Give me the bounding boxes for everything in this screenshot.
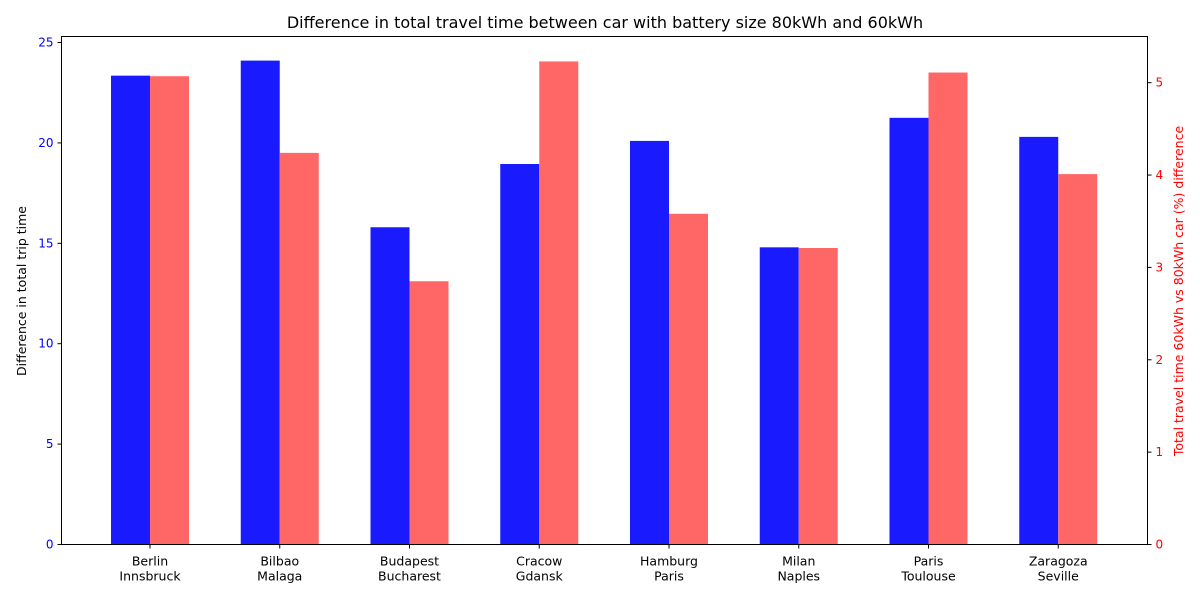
x-tick-label-0: Berlin Innsbruck [119, 554, 181, 584]
bar-right-7 [1058, 174, 1098, 545]
x-tick-label-3: Cracow Gdansk [516, 554, 564, 584]
bar-left-6 [889, 117, 929, 545]
left-tick-label-2: 10 [38, 337, 53, 351]
x-axis-ticks: Berlin Innsbruck Bilbao Malaga Budapest Bucha… [119, 544, 1088, 584]
bar-left-5 [759, 247, 799, 545]
bar-right-1 [279, 152, 319, 545]
x-tick-label-7: Zaragoza Seville [1029, 554, 1088, 584]
x-tick-label-5: Milan Naples [777, 554, 820, 584]
bar-right-6 [928, 72, 968, 545]
bar-left-0 [111, 75, 150, 545]
right-tick-label-4: 4 [1156, 168, 1164, 182]
x-tick-label-6: Paris Toulouse [900, 554, 956, 584]
x-tick-label-2: Budapest Bucharest [378, 554, 441, 584]
bar-right-4 [669, 213, 708, 545]
right-tick-label-0: 0 [1156, 538, 1164, 552]
right-tick-label-2: 2 [1156, 353, 1164, 367]
bar-right-3 [539, 61, 579, 545]
series-right-bars [150, 61, 1098, 545]
right-tick-label-5: 5 [1156, 76, 1164, 90]
bar-left-1 [240, 60, 280, 545]
left-tick-label-4: 20 [38, 136, 53, 150]
left-tick-label-0: 0 [46, 538, 54, 552]
y-axis-label-right: Total travel time 60kWh vs 80kWh car (%)… [1171, 126, 1186, 458]
x-tick-label-1: Bilbao Malaga [257, 554, 302, 584]
x-tick-label-4: Hamburg Paris [640, 554, 698, 584]
right-axis-ticks: 0 1 2 3 4 5 [1147, 76, 1164, 552]
y-axis-label-left: Difference in total trip time [14, 206, 29, 376]
bar-left-4 [630, 140, 669, 545]
bar-left-2 [370, 227, 410, 545]
bar-right-2 [409, 281, 449, 545]
plot-frame [61, 36, 1148, 545]
left-tick-label-3: 15 [38, 236, 53, 250]
right-tick-label-3: 3 [1156, 260, 1164, 274]
bar-left-3 [500, 164, 540, 545]
bar-right-0 [150, 76, 189, 545]
left-tick-label-5: 25 [38, 36, 53, 50]
bar-right-5 [798, 248, 838, 545]
left-axis-ticks: 0 5 10 15 20 25 [38, 36, 62, 552]
left-tick-label-1: 5 [46, 437, 54, 451]
bar-left-7 [1019, 136, 1059, 545]
series-left-bars [111, 60, 1059, 545]
chart-title: Difference in total travel time between … [287, 13, 923, 32]
right-tick-label-1: 1 [1156, 445, 1164, 459]
